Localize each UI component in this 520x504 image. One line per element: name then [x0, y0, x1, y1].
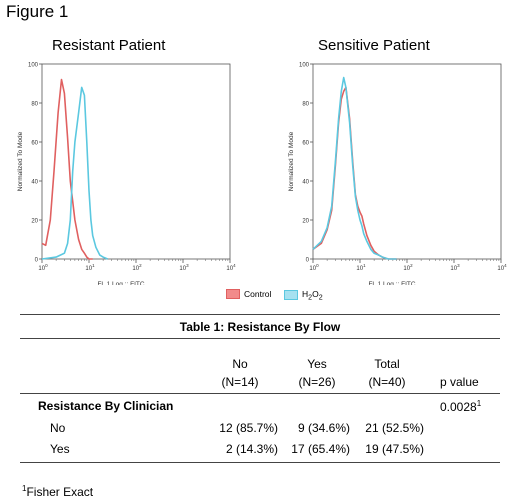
x-tick-label: 102 [403, 263, 413, 272]
table-header-rule [20, 393, 500, 394]
legend-control: Control [226, 289, 271, 299]
x-tick-label: 102 [132, 263, 142, 272]
y-tick-label: 0 [35, 258, 39, 264]
table-title: Table 1: Resistance By Flow [179, 320, 341, 334]
y-tick-label: 60 [302, 141, 309, 147]
legend-label-control: Control [244, 289, 272, 299]
y-tick-label: 100 [299, 63, 310, 69]
series-line-h2o2 [312, 76, 397, 260]
x-tick-label: 104 [226, 263, 236, 272]
col-n-yes: (N=26) [298, 375, 336, 389]
row-label-yes: Yes [50, 442, 70, 456]
row-label-no: No [50, 421, 66, 435]
pvalue-cell: 0.00281 [440, 399, 482, 414]
y-tick-label: 20 [302, 219, 309, 225]
cell-yes-no: 2 (14.3%) [225, 442, 278, 456]
legend-h2o2: H2O2 [284, 289, 323, 302]
footnote: 1Fisher Exact [22, 484, 94, 499]
y-tick-label: 40 [302, 180, 309, 186]
y-tick-label: 0 [306, 258, 310, 264]
legend-label-h2o2: H2O2 [302, 289, 323, 302]
y-tick-label: 80 [302, 102, 309, 108]
y-tick-label: 20 [31, 219, 38, 225]
col-n-total: (N=40) [368, 375, 406, 389]
x-tick-label: 104 [497, 263, 507, 272]
x-tick-label: 101 [356, 263, 366, 272]
series-line-h2o2 [41, 86, 109, 260]
figure-label: Figure 1 [6, 2, 69, 21]
panel-title-resistant: Resistant Patient [52, 37, 166, 54]
col-header-yes: Yes [307, 357, 327, 371]
series-line-control [41, 78, 93, 260]
y-tick-label: 60 [31, 141, 38, 147]
histogram-resistant: 0 20 40 60 80 100 100 101 102 103 104 Normalized To… [17, 63, 236, 286]
x-tick-label: 103 [450, 263, 460, 272]
table-bottom-rule [20, 462, 500, 463]
col-header-total: Total [374, 357, 400, 371]
legend-swatch-control [226, 289, 240, 299]
cell-no-total: 21 (52.5%) [365, 421, 424, 435]
table-top-rule [20, 314, 500, 315]
panel-title-sensitive: Sensitive Patient [318, 37, 430, 54]
x-tick-label: 103 [179, 263, 189, 272]
col-header-no: No [232, 357, 248, 371]
x-axis-label: FL 1 Log :: FITC [368, 281, 415, 285]
cell-yes-yes: 17 (65.4%) [291, 442, 350, 456]
table-title-rule [20, 338, 500, 339]
y-axis-label: Normalized To Mode [17, 131, 24, 191]
legend-swatch-h2o2 [284, 290, 298, 301]
plot-frame [41, 63, 231, 260]
col-header-pvalue: p value [440, 375, 479, 389]
cell-no-no: 12 (85.7%) [219, 421, 278, 435]
x-tick-label: 101 [85, 263, 95, 272]
row-group-label: Resistance By Clinician [38, 399, 174, 413]
x-tick-label: 100 [309, 263, 319, 272]
x-axis-label: FL 1 Log :: FITC [97, 281, 144, 285]
cell-yes-total: 19 (47.5%) [365, 442, 424, 456]
y-axis-label: Normalized To Mode [288, 131, 295, 191]
histogram-sensitive: 0 20 40 60 80 100 100 101 102 103 104 Normalized To… [288, 63, 507, 286]
y-tick-label: 100 [28, 63, 39, 69]
x-tick-label: 100 [38, 263, 48, 272]
cell-no-yes: 9 (34.6%) [297, 421, 350, 435]
y-tick-label: 80 [31, 102, 38, 108]
y-tick-label: 40 [31, 180, 38, 186]
col-n-no: (N=14) [221, 375, 259, 389]
